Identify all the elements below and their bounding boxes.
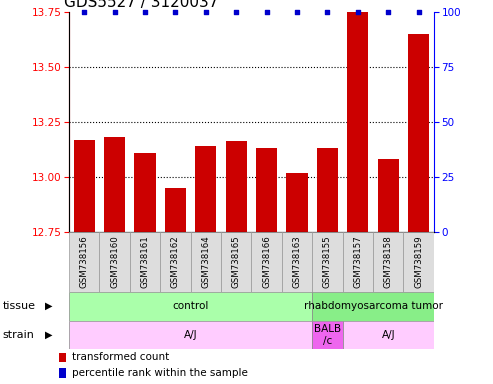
Bar (191, 232, 221, 292)
Bar (195, 146, 216, 232)
Bar (59, 368, 66, 378)
Bar (256, 149, 277, 232)
Text: GSM738166: GSM738166 (262, 235, 271, 288)
Bar (69, 232, 100, 292)
Bar (135, 153, 156, 232)
Bar (104, 137, 125, 232)
Bar (317, 149, 338, 232)
Bar (343, 321, 434, 349)
Text: strain: strain (2, 330, 35, 340)
Text: GDS5527 / 3120037: GDS5527 / 3120037 (64, 0, 218, 10)
Bar (160, 232, 191, 292)
Point (354, 8, 362, 15)
Bar (403, 232, 434, 292)
Text: BALB
/c: BALB /c (314, 324, 341, 346)
Bar (378, 159, 399, 232)
Bar (100, 232, 130, 292)
Text: control: control (173, 301, 209, 311)
Point (415, 8, 423, 15)
Text: GSM738161: GSM738161 (141, 235, 149, 288)
Text: A/J: A/J (382, 330, 395, 340)
Text: GSM738155: GSM738155 (323, 235, 332, 288)
Text: tissue: tissue (2, 301, 35, 311)
Point (110, 8, 119, 15)
Point (323, 8, 331, 15)
Text: rhabdomyosarcoma tumor: rhabdomyosarcoma tumor (304, 301, 443, 311)
Point (232, 8, 240, 15)
Bar (312, 292, 434, 321)
Text: GSM738157: GSM738157 (353, 235, 362, 288)
Text: GSM738156: GSM738156 (80, 235, 89, 288)
Bar (373, 232, 403, 292)
Bar (251, 232, 282, 292)
Bar (286, 173, 308, 232)
Text: GSM738165: GSM738165 (232, 235, 241, 288)
Bar (130, 232, 160, 292)
Bar (73, 140, 95, 232)
Bar (282, 232, 312, 292)
Point (172, 8, 179, 15)
Text: GSM738160: GSM738160 (110, 235, 119, 288)
Point (80, 8, 88, 15)
Bar (59, 353, 66, 362)
Text: GSM738158: GSM738158 (384, 235, 393, 288)
Text: percentile rank within the sample: percentile rank within the sample (71, 368, 247, 378)
Bar (221, 232, 251, 292)
Point (263, 8, 271, 15)
Text: ▶: ▶ (44, 330, 52, 340)
Bar (312, 321, 343, 349)
Bar (69, 321, 312, 349)
Text: GSM738163: GSM738163 (292, 235, 302, 288)
Text: GSM738164: GSM738164 (201, 235, 211, 288)
Point (202, 8, 210, 15)
Point (293, 8, 301, 15)
Text: A/J: A/J (184, 330, 197, 340)
Bar (408, 34, 429, 232)
Text: transformed count: transformed count (71, 353, 169, 362)
Bar (165, 188, 186, 232)
Bar (347, 12, 368, 232)
Point (141, 8, 149, 15)
Bar (226, 141, 247, 232)
Bar (312, 232, 343, 292)
Text: GSM738159: GSM738159 (414, 235, 423, 288)
Text: GSM738162: GSM738162 (171, 235, 180, 288)
Bar (343, 232, 373, 292)
Text: ▶: ▶ (44, 301, 52, 311)
Bar (69, 292, 312, 321)
Point (384, 8, 392, 15)
